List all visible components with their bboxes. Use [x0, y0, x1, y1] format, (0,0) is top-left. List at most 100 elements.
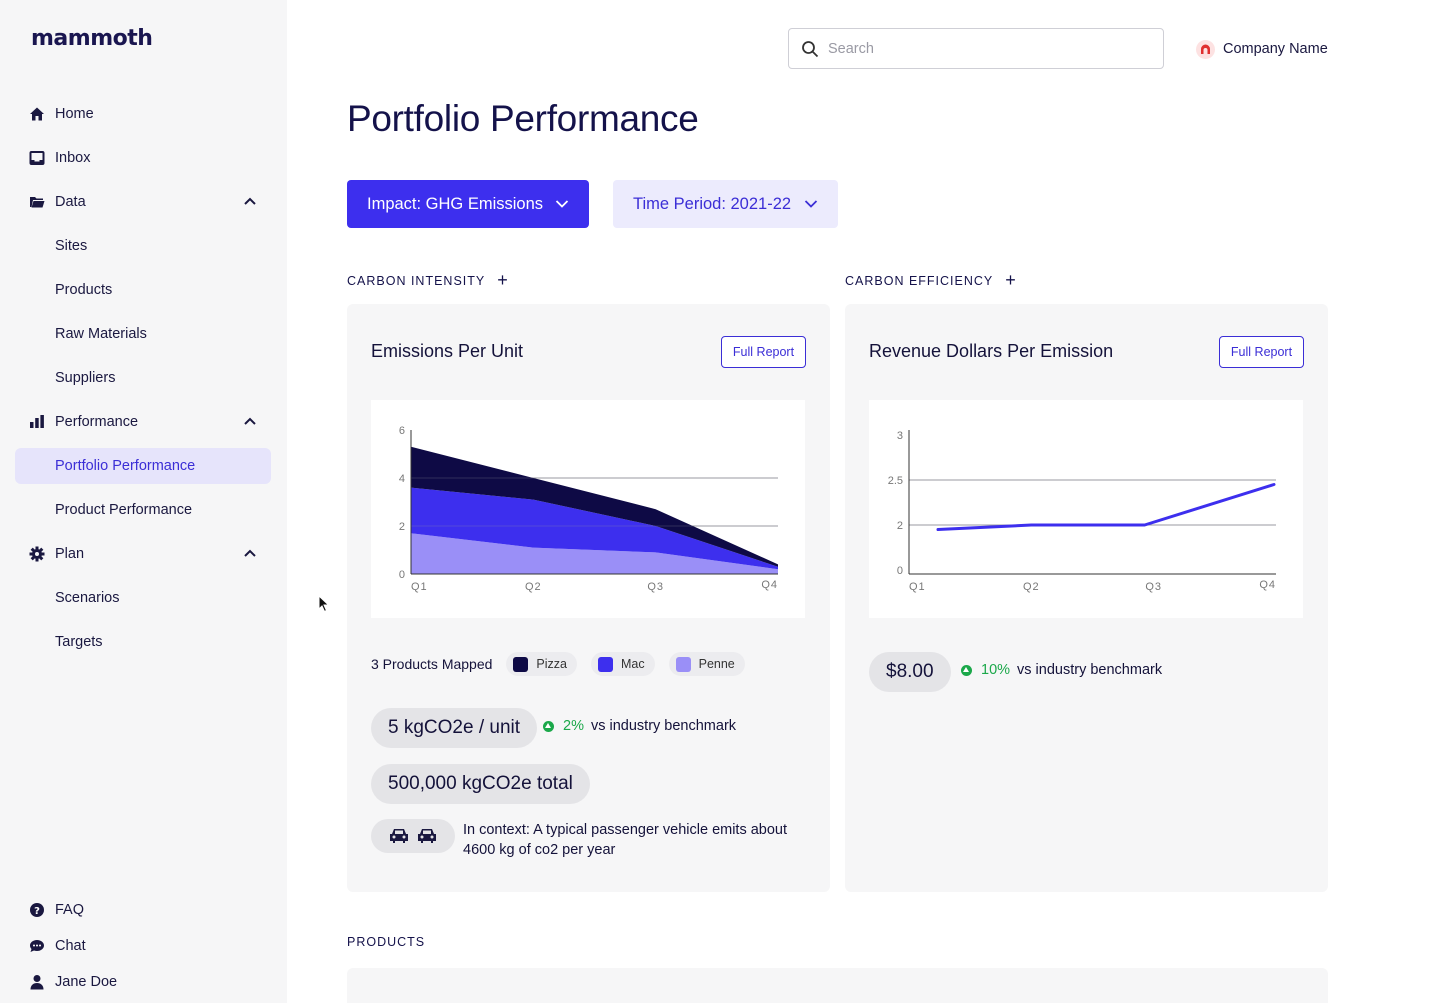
- mouse-cursor-icon: [318, 595, 330, 613]
- sidebar-item-label: Portfolio Performance: [55, 458, 196, 474]
- impact-dropdown-label: Impact: GHG Emissions: [367, 194, 544, 213]
- revenue-line-chart: 0 2 2.5 3 Q1 Q2 Q3 Q4: [888, 430, 1276, 593]
- context-body: A typical passenger vehicle emits about …: [463, 822, 788, 858]
- sidebar-item-performance[interactable]: Performance: [15, 404, 271, 440]
- sidebar-item-portfolio-performance[interactable]: Portfolio Performance: [15, 448, 271, 484]
- x-tick-label: Q2: [1023, 581, 1040, 593]
- x-tick-label: Q1: [909, 581, 926, 593]
- y-tick-label: 2.5: [888, 475, 903, 487]
- chevron-up-icon[interactable]: [243, 546, 257, 560]
- legend-swatch: [513, 656, 529, 672]
- time-period-dropdown[interactable]: Time Period: 2021-22: [613, 180, 838, 228]
- sidebar-item-product-performance[interactable]: Product Performance: [15, 492, 271, 528]
- legend-chip-pizza: Pizza: [506, 652, 577, 676]
- folder-icon: [30, 197, 45, 208]
- sidebar-item-suppliers[interactable]: Suppliers: [15, 360, 271, 396]
- sidebar-item-label: Products: [55, 282, 113, 298]
- legend-swatch: [597, 656, 613, 672]
- area-series-pizza: [411, 446, 778, 567]
- sidebar-item-sites[interactable]: Sites: [15, 228, 271, 264]
- sidebar-item-scenarios[interactable]: Scenarios: [15, 580, 271, 616]
- sidebar-item-label: Raw Materials: [55, 326, 147, 342]
- sidebar-item-label: Jane Doe: [55, 974, 118, 990]
- y-tick-label: 0: [399, 569, 405, 581]
- chevron-up-icon[interactable]: [243, 194, 257, 208]
- legend-swatch: [675, 656, 691, 672]
- carbon-efficiency-label: CARBON EFFICIENCY +: [845, 270, 1017, 291]
- search-bar[interactable]: [788, 28, 1164, 69]
- sidebar-item-raw-materials[interactable]: Raw Materials: [15, 316, 271, 352]
- card-title: Emissions Per Unit: [371, 341, 524, 361]
- y-tick-label: 2: [399, 521, 405, 533]
- emissions-area-chart: 0 2 4 6 Q1 Q2 Q3 Q4: [399, 425, 778, 593]
- sidebar-item-label: Sites: [55, 238, 88, 254]
- sidebar-item-label: Scenarios: [55, 590, 120, 606]
- context-label: In context:: [463, 822, 530, 838]
- sidebar-item-chat[interactable]: Chat: [15, 928, 271, 964]
- add-metric-button[interactable]: +: [497, 270, 509, 290]
- car-icon: [418, 829, 436, 843]
- y-tick-label: 0: [897, 565, 903, 577]
- sidebar-item-faq[interactable]: ? FAQ: [15, 892, 271, 928]
- context-text: In context: A typical passenger vehicle …: [463, 820, 813, 860]
- sidebar-item-label: Product Performance: [55, 502, 193, 518]
- x-tick-label: Q2: [525, 581, 542, 593]
- search-input[interactable]: [828, 38, 1148, 60]
- sidebar-item-targets[interactable]: Targets: [15, 624, 271, 660]
- chevron-down-icon: [555, 200, 569, 208]
- sidebar-item-label: Targets: [55, 634, 103, 650]
- search-icon: [802, 41, 819, 58]
- sidebar-item-label: Performance: [55, 414, 139, 430]
- products-card: [347, 968, 1328, 1003]
- sidebar-item-label: Data: [55, 194, 86, 210]
- full-report-button[interactable]: Full Report: [721, 336, 806, 368]
- legend-row: 3 Products Mapped Pizza Mac Penne: [371, 652, 745, 676]
- bar-chart-icon: [30, 415, 44, 428]
- y-tick-label: 6: [399, 425, 405, 437]
- arrow-up-icon: [961, 664, 972, 676]
- x-tick-label: Q3: [647, 581, 664, 593]
- section-label-text: CARBON EFFICIENCY: [845, 273, 994, 288]
- x-tick-label: Q4: [761, 579, 778, 591]
- products-mapped-text: 3 Products Mapped: [371, 656, 493, 672]
- emissions-per-unit-card: Emissions Per Unit Full Report 0 2 4 6 Q1 Q2 Q…: [347, 304, 830, 892]
- sidebar-item-plan[interactable]: Plan: [15, 536, 271, 572]
- metric-total-pill: 500,000 kgCO2e total: [371, 764, 590, 804]
- y-tick-label: 3: [897, 430, 903, 442]
- full-report-button[interactable]: Full Report: [1219, 336, 1304, 368]
- area-series-mac: [411, 487, 778, 570]
- company-switcher[interactable]: Company Name: [1196, 38, 1328, 60]
- sidebar-item-label: Inbox: [55, 150, 91, 166]
- sidebar-item-label: FAQ: [55, 902, 85, 918]
- arrow-up-icon: [543, 720, 554, 732]
- legend-label: Penne: [698, 657, 735, 671]
- area-series-penne: [411, 533, 778, 574]
- user-icon: [30, 975, 44, 990]
- help-icon: ?: [30, 903, 44, 917]
- legend-label: Pizza: [536, 657, 567, 671]
- section-label-text: CARBON INTENSITY: [347, 273, 486, 288]
- home-icon: [30, 107, 44, 121]
- app-logo[interactable]: mammoth: [31, 26, 153, 51]
- legend-chip-mac: Mac: [590, 652, 655, 676]
- metric-revenue-pill: $8.00: [869, 652, 951, 692]
- line-series: [936, 483, 1276, 531]
- sidebar-item-inbox[interactable]: Inbox: [15, 140, 271, 176]
- impact-dropdown[interactable]: Impact: GHG Emissions: [347, 180, 589, 228]
- add-metric-button[interactable]: +: [1005, 270, 1017, 290]
- car-icon: [390, 829, 408, 843]
- sidebar-item-products[interactable]: Products: [15, 272, 271, 308]
- company-name: Company Name: [1223, 41, 1328, 57]
- products-section-label: PRODUCTS: [347, 935, 426, 949]
- page-title: Portfolio Performance: [347, 98, 699, 139]
- benchmark-percent: 10%: [981, 662, 1011, 678]
- sidebar-item-label: Home: [55, 106, 94, 122]
- y-tick-label: 4: [399, 473, 405, 485]
- sidebar-item-label: Suppliers: [55, 370, 116, 386]
- sidebar-item-user[interactable]: Jane Doe: [15, 964, 271, 1000]
- sidebar-item-data[interactable]: Data: [15, 184, 271, 220]
- sidebar-item-home[interactable]: Home: [15, 96, 271, 132]
- benchmark-percent: 2%: [563, 718, 584, 734]
- chevron-up-icon[interactable]: [243, 414, 257, 428]
- revenue-chart: 0 2 2.5 3 Q1 Q2 Q3 Q4: [869, 400, 1303, 618]
